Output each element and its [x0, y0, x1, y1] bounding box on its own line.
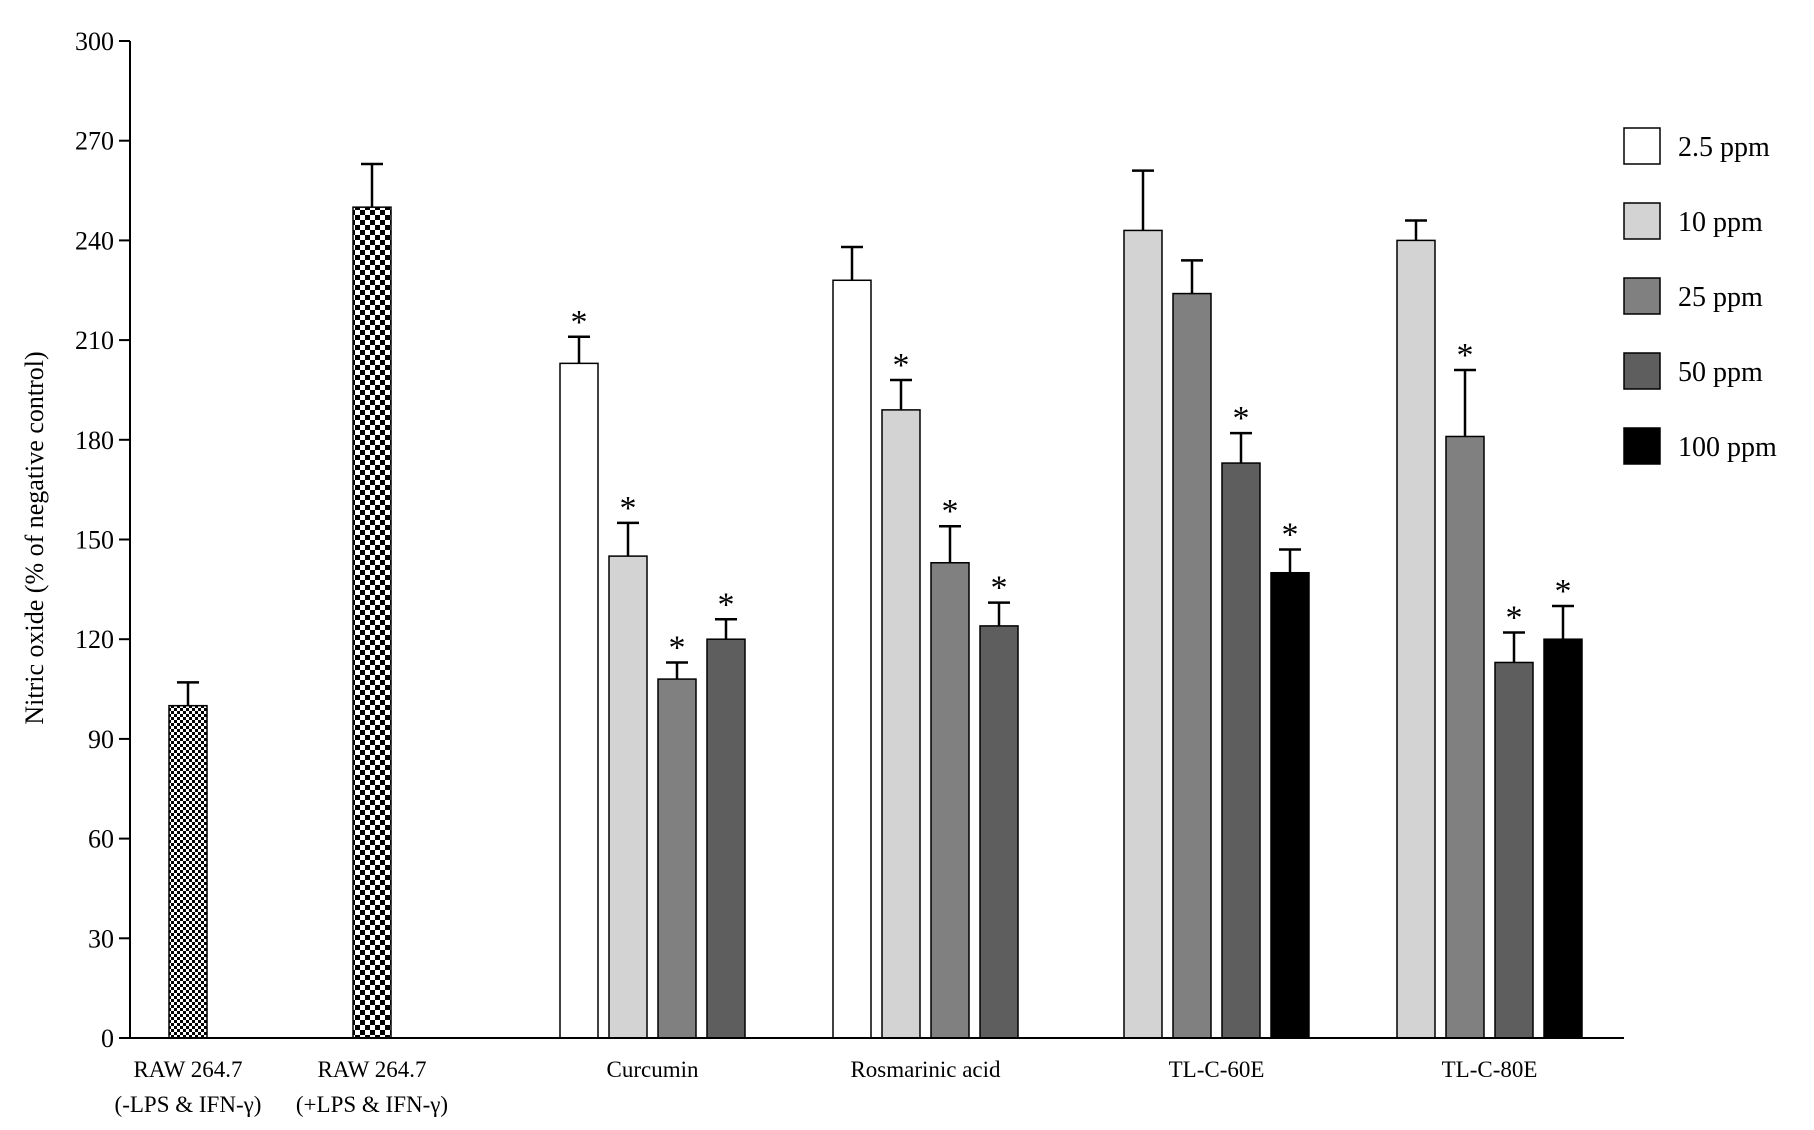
bar: [168, 704, 208, 1039]
x-category-label: Curcumin: [607, 1057, 699, 1082]
y-tick-label: 210: [75, 326, 114, 355]
y-tick-label: 180: [75, 426, 114, 455]
bar: [881, 409, 921, 1039]
legend-swatch: [1623, 202, 1661, 240]
significance-star: *: [1506, 600, 1523, 637]
bar: [1543, 638, 1583, 1039]
significance-star: *: [620, 490, 637, 527]
legend-swatch: [1623, 427, 1661, 465]
legend-swatch: [1623, 127, 1661, 165]
significance-star: *: [1555, 573, 1572, 610]
bar: [1172, 292, 1212, 1039]
significance-star: *: [1282, 516, 1299, 553]
y-tick-label: 150: [75, 526, 114, 555]
y-axis-ticks: 0 30 60 90 120 150 180 210 240 270 300: [75, 27, 130, 1053]
bar: [1445, 435, 1485, 1039]
y-tick-label: 30: [88, 924, 114, 953]
bar: [832, 279, 872, 1039]
y-tick-label: 270: [75, 127, 114, 156]
significance-star: *: [1457, 337, 1474, 374]
bar: [1270, 571, 1310, 1039]
x-category-label: TL-C-80E: [1442, 1057, 1538, 1082]
bar: [1221, 462, 1261, 1039]
y-tick-label: 240: [75, 226, 114, 255]
significance-markers: * * * * * * * * * * * *: [571, 304, 1572, 667]
x-category-label: Rosmarinic acid: [850, 1057, 1001, 1082]
legend-swatch: [1623, 352, 1661, 390]
x-category-label: RAW 264.7: [318, 1057, 427, 1082]
bars: [168, 206, 1583, 1039]
bar: [706, 638, 746, 1039]
legend: 2.5 ppm 10 ppm 25 ppm 50 ppm 100 ppm: [1623, 127, 1777, 465]
significance-star: *: [991, 570, 1008, 607]
bar: [1123, 229, 1163, 1039]
significance-star: *: [1233, 400, 1250, 437]
legend-label: 25 ppm: [1678, 282, 1763, 313]
y-tick-label: 90: [88, 725, 114, 754]
bar: [608, 555, 648, 1039]
legend-label: 50 ppm: [1678, 357, 1763, 388]
y-tick-label: 120: [75, 625, 114, 654]
bar: [559, 362, 599, 1039]
bar: [1396, 239, 1436, 1039]
bar: [352, 206, 392, 1039]
bar: [930, 562, 970, 1039]
x-category-label-line2: (-LPS & IFN-γ): [115, 1092, 262, 1117]
bar: [979, 625, 1019, 1039]
legend-label: 100 ppm: [1678, 432, 1777, 463]
y-tick-label: 300: [75, 27, 114, 56]
significance-star: *: [942, 493, 959, 530]
legend-label: 10 ppm: [1678, 207, 1763, 238]
plot-area: * * * * * * * * * * * * 0 30 60 90 120 150 180 210 240 270 30…: [75, 27, 1624, 1117]
x-category-label-line2: (+LPS & IFN-γ): [296, 1092, 448, 1117]
bar: [657, 678, 697, 1039]
x-axis-category-labels: RAW 264.7 (-LPS & IFN-γ) RAW 264.7 (+LPS & …: [115, 1057, 1538, 1117]
significance-star: *: [718, 586, 735, 623]
y-axis-title: Nitric oxide (% of negative control): [20, 351, 49, 724]
legend-label: 2.5 ppm: [1678, 132, 1770, 163]
significance-star: *: [893, 347, 910, 384]
y-tick-label: 60: [88, 825, 114, 854]
x-category-label: RAW 264.7: [134, 1057, 243, 1082]
error-bars: [177, 162, 1574, 706]
y-tick-label: 0: [101, 1024, 114, 1053]
legend-swatch: [1623, 277, 1661, 315]
significance-star: *: [571, 304, 588, 341]
bar: [1494, 661, 1534, 1039]
significance-star: *: [669, 629, 686, 666]
x-category-label: TL-C-60E: [1169, 1057, 1265, 1082]
